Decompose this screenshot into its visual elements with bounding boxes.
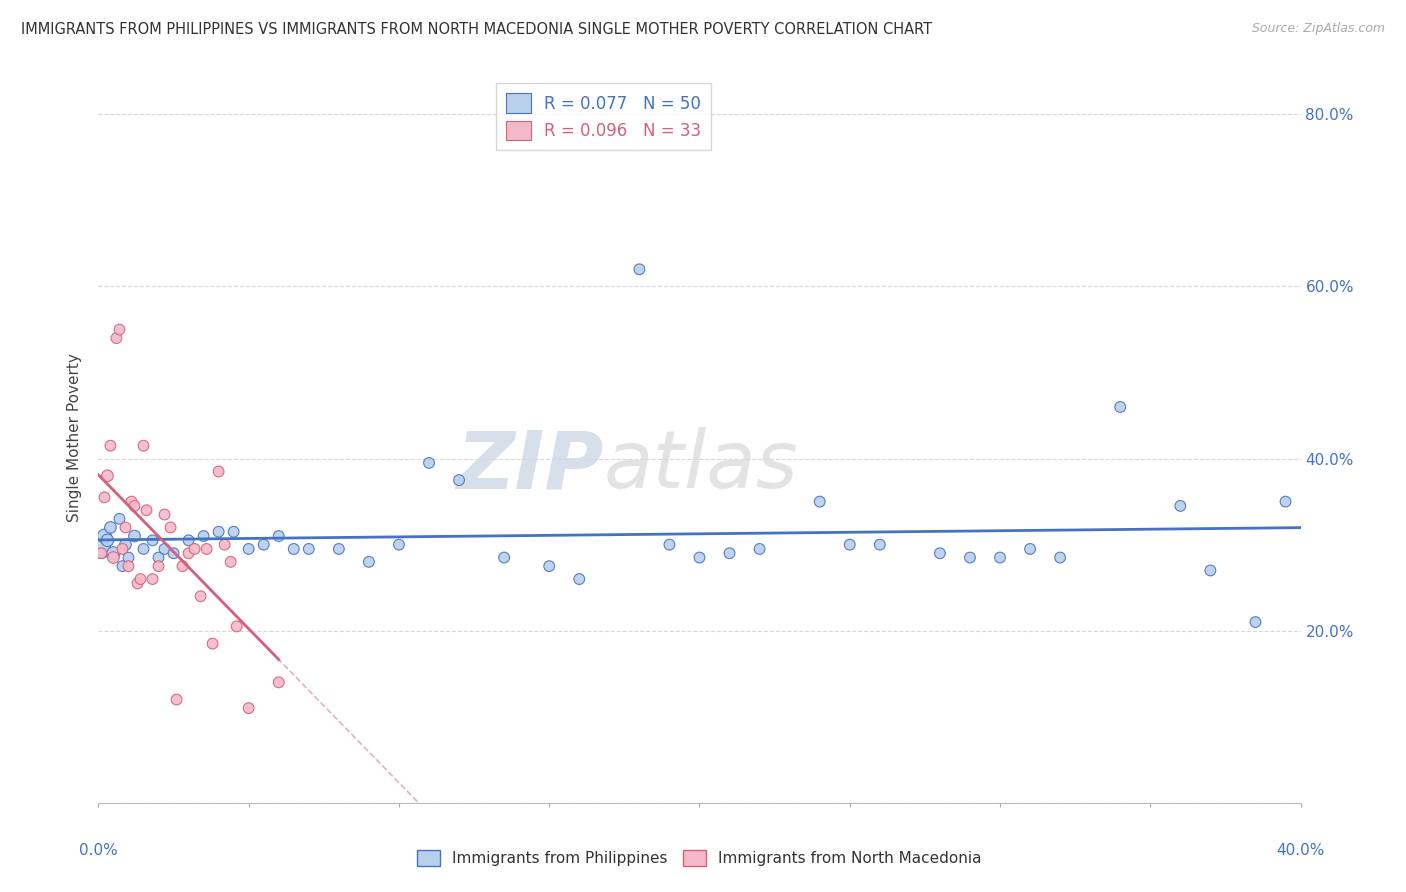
Point bbox=[214, 538, 236, 552]
Point bbox=[869, 538, 891, 552]
Point bbox=[808, 494, 831, 508]
Point bbox=[172, 559, 194, 574]
Point bbox=[162, 546, 184, 560]
Point bbox=[718, 546, 741, 560]
Point bbox=[148, 559, 170, 574]
Point bbox=[658, 538, 681, 552]
Point bbox=[267, 529, 290, 543]
Point bbox=[222, 524, 245, 539]
Text: ZIP: ZIP bbox=[456, 427, 603, 506]
Point bbox=[1199, 564, 1222, 578]
Point bbox=[124, 529, 146, 543]
Point bbox=[117, 550, 139, 565]
Point bbox=[219, 555, 242, 569]
Point bbox=[141, 533, 163, 548]
Point bbox=[283, 541, 305, 556]
Point bbox=[153, 508, 176, 522]
Point bbox=[114, 538, 136, 552]
Point bbox=[1049, 550, 1071, 565]
Legend: Immigrants from Philippines, Immigrants from North Macedonia: Immigrants from Philippines, Immigrants … bbox=[411, 844, 988, 872]
Point bbox=[96, 533, 118, 548]
Point bbox=[108, 322, 131, 336]
Point bbox=[238, 541, 260, 556]
Point bbox=[988, 550, 1011, 565]
Point bbox=[253, 538, 276, 552]
Point bbox=[208, 524, 231, 539]
Point bbox=[100, 520, 122, 534]
Point bbox=[1274, 494, 1296, 508]
Point bbox=[93, 529, 115, 543]
Point bbox=[689, 550, 711, 565]
Point bbox=[111, 559, 134, 574]
Point bbox=[127, 576, 149, 591]
Point bbox=[1244, 615, 1267, 629]
Point bbox=[388, 538, 411, 552]
Point bbox=[159, 520, 181, 534]
Point bbox=[148, 550, 170, 565]
Point bbox=[135, 503, 157, 517]
Text: Source: ZipAtlas.com: Source: ZipAtlas.com bbox=[1251, 22, 1385, 36]
Point bbox=[105, 331, 128, 345]
Point bbox=[748, 541, 770, 556]
Text: 40.0%: 40.0% bbox=[1277, 843, 1324, 858]
Point bbox=[1019, 541, 1042, 556]
Point bbox=[111, 541, 134, 556]
Point bbox=[357, 555, 380, 569]
Point bbox=[201, 637, 224, 651]
Point bbox=[132, 541, 155, 556]
Point bbox=[103, 550, 125, 565]
Point bbox=[93, 491, 115, 505]
Point bbox=[114, 520, 136, 534]
Point bbox=[959, 550, 981, 565]
Point bbox=[124, 499, 146, 513]
Point bbox=[418, 456, 440, 470]
Point bbox=[208, 465, 231, 479]
Point bbox=[838, 538, 860, 552]
Point bbox=[328, 541, 350, 556]
Text: atlas: atlas bbox=[603, 427, 799, 506]
Point bbox=[177, 533, 200, 548]
Point bbox=[628, 262, 651, 277]
Point bbox=[103, 546, 125, 560]
Point bbox=[298, 541, 321, 556]
Point bbox=[153, 541, 176, 556]
Point bbox=[494, 550, 516, 565]
Point bbox=[238, 701, 260, 715]
Text: IMMIGRANTS FROM PHILIPPINES VS IMMIGRANTS FROM NORTH MACEDONIA SINGLE MOTHER POV: IMMIGRANTS FROM PHILIPPINES VS IMMIGRANT… bbox=[21, 22, 932, 37]
Point bbox=[183, 541, 205, 556]
Point bbox=[141, 572, 163, 586]
Point bbox=[929, 546, 952, 560]
Point bbox=[129, 572, 152, 586]
Point bbox=[96, 468, 118, 483]
Point bbox=[447, 473, 470, 487]
Point bbox=[121, 494, 143, 508]
Point bbox=[100, 439, 122, 453]
Point bbox=[1170, 499, 1192, 513]
Point bbox=[267, 675, 290, 690]
Point bbox=[90, 546, 112, 560]
Point bbox=[132, 439, 155, 453]
Point bbox=[193, 529, 215, 543]
Point bbox=[538, 559, 561, 574]
Point bbox=[1109, 400, 1132, 414]
Point bbox=[568, 572, 591, 586]
Point bbox=[108, 512, 131, 526]
Text: 0.0%: 0.0% bbox=[79, 843, 118, 858]
Point bbox=[117, 559, 139, 574]
Point bbox=[190, 589, 212, 603]
Point bbox=[195, 541, 218, 556]
Point bbox=[225, 619, 247, 633]
Point bbox=[166, 692, 188, 706]
Point bbox=[177, 546, 200, 560]
Point bbox=[90, 541, 112, 556]
Y-axis label: Single Mother Poverty: Single Mother Poverty bbox=[67, 352, 83, 522]
